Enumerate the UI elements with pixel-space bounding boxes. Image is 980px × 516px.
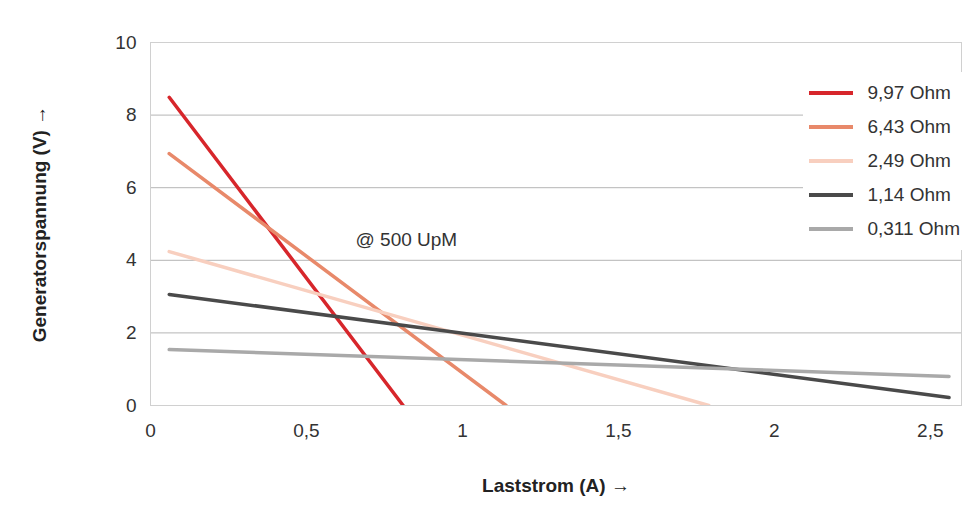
html-text:6,43 Ohm: 6,43 Ohm bbox=[867, 116, 951, 137]
svg-text:@ 500 UpM: @ 500 UpM bbox=[356, 229, 458, 250]
svg-text:Generatorspannung (V) →: Generatorspannung (V) → bbox=[29, 106, 50, 342]
svg-text:0,5: 0,5 bbox=[293, 420, 319, 441]
html-text:9,97 Ohm: 9,97 Ohm bbox=[867, 82, 951, 103]
svg-text:Laststrom (A) →: Laststrom (A) → bbox=[482, 475, 630, 496]
svg-text:0: 0 bbox=[126, 395, 137, 416]
svg-text:2: 2 bbox=[769, 420, 780, 441]
svg-text:4: 4 bbox=[126, 249, 137, 270]
svg-text:0: 0 bbox=[145, 420, 156, 441]
html-text:2,49 Ohm: 2,49 Ohm bbox=[867, 150, 951, 171]
svg-text:2: 2 bbox=[126, 322, 137, 343]
svg-text:1: 1 bbox=[457, 420, 468, 441]
svg-text:8: 8 bbox=[126, 104, 137, 125]
svg-text:2,5: 2,5 bbox=[917, 420, 943, 441]
svg-text:6: 6 bbox=[126, 177, 137, 198]
svg-text:10: 10 bbox=[115, 32, 136, 53]
html-text:0,311 Ohm: 0,311 Ohm bbox=[867, 218, 960, 239]
svg-text:1,5: 1,5 bbox=[605, 420, 631, 441]
html-text:1,14 Ohm: 1,14 Ohm bbox=[867, 184, 951, 205]
